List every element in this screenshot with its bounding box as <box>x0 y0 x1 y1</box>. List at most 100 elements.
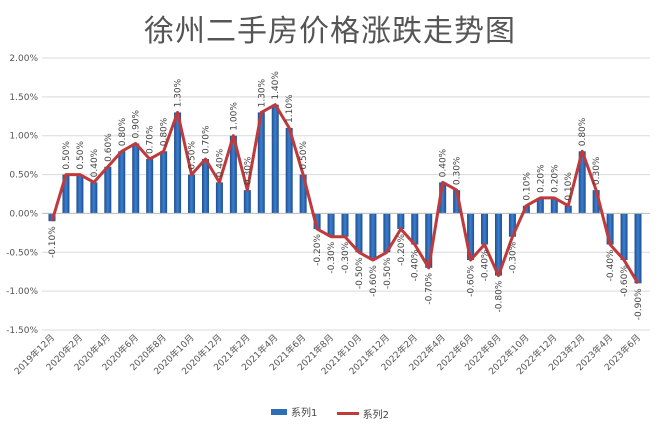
bar <box>425 213 433 268</box>
data-label: 1.30% <box>257 78 267 107</box>
data-label: 0.10% <box>564 172 574 201</box>
bar <box>508 213 516 237</box>
y-tick-label: -1.50% <box>6 326 38 336</box>
bar <box>522 205 530 214</box>
data-label: 0.80% <box>160 117 170 146</box>
bar <box>257 112 265 214</box>
bar <box>494 213 502 276</box>
bar <box>578 151 586 214</box>
data-label: 0.40% <box>215 148 225 177</box>
y-tick-label: 1.00% <box>9 132 38 142</box>
data-label: 0.60% <box>104 133 114 162</box>
bar <box>439 182 447 214</box>
data-label: 0.40% <box>439 148 449 177</box>
data-label: 0.80% <box>578 117 588 146</box>
data-label: 0.30% <box>592 156 602 185</box>
legend-item-series2: 系列2 <box>336 406 389 421</box>
bar <box>201 159 209 214</box>
data-label: -0.30% <box>327 241 337 273</box>
bar <box>132 143 140 214</box>
bar <box>229 135 237 214</box>
data-label: 1.30% <box>174 78 184 107</box>
bar <box>606 213 614 245</box>
bar <box>550 197 558 214</box>
data-label: -0.20% <box>397 234 407 266</box>
data-label: -0.60% <box>369 265 379 297</box>
bar <box>481 213 489 245</box>
data-label: 0.50% <box>62 141 72 170</box>
data-label: -0.60% <box>620 265 630 297</box>
bar <box>383 213 391 253</box>
bar <box>104 166 112 214</box>
data-label: -0.30% <box>341 241 351 273</box>
data-label: -0.50% <box>383 257 393 289</box>
bar <box>592 190 600 214</box>
data-label: -0.50% <box>355 257 365 289</box>
data-label: 1.40% <box>271 71 281 100</box>
bar <box>341 213 349 237</box>
bar <box>411 213 419 245</box>
data-label: -0.40% <box>606 249 616 281</box>
bar <box>62 174 70 214</box>
data-label: 0.70% <box>146 125 156 154</box>
bar <box>564 205 572 214</box>
bar <box>271 104 279 214</box>
data-label: -0.30% <box>508 241 518 273</box>
bar <box>76 174 84 214</box>
bar <box>215 182 223 214</box>
data-label: -0.10% <box>48 226 58 258</box>
data-label: 0.10% <box>522 172 532 201</box>
bar <box>453 190 461 214</box>
legend-item-series1: 系列1 <box>271 404 317 419</box>
bar <box>160 151 168 214</box>
data-label: -0.70% <box>425 272 435 304</box>
data-label: -0.40% <box>481 249 491 281</box>
chart-title: 徐州二手房价格涨跌走势图 <box>144 14 516 49</box>
bar <box>397 213 405 229</box>
bar <box>146 159 154 214</box>
bar <box>174 112 182 214</box>
data-label: -0.80% <box>494 280 504 312</box>
data-label: 0.90% <box>132 109 142 138</box>
y-tick-label: 2.00% <box>9 54 38 64</box>
data-label: 0.40% <box>90 148 100 177</box>
bar <box>327 213 335 237</box>
data-label: 0.70% <box>201 125 211 154</box>
legend: 系列1 系列2 <box>0 404 660 421</box>
legend-label: 系列2 <box>362 409 389 421</box>
data-label: 0.50% <box>188 141 198 170</box>
data-label: -0.60% <box>467 265 477 297</box>
bar <box>118 151 126 214</box>
bar <box>243 190 251 214</box>
data-label: 1.00% <box>229 102 239 131</box>
data-label: -0.90% <box>634 288 644 320</box>
legend-swatch-bar <box>271 408 288 415</box>
legend-label: 系列1 <box>291 408 318 419</box>
bar <box>467 213 475 261</box>
data-label: 1.10% <box>285 94 295 123</box>
y-tick-label: 0.50% <box>9 171 38 181</box>
bar <box>188 174 196 214</box>
bar <box>299 174 307 214</box>
bar <box>285 127 293 214</box>
bar <box>369 213 377 261</box>
bar <box>620 213 628 261</box>
bar <box>355 213 363 253</box>
y-tick-label: -0.50% <box>6 248 38 258</box>
data-label: 0.20% <box>536 164 546 193</box>
y-tick-label: -1.00% <box>6 287 38 297</box>
legend-swatch-line <box>336 411 359 415</box>
data-label: 0.30% <box>453 156 463 185</box>
data-label: 0.20% <box>550 164 560 193</box>
series-line <box>50 103 640 285</box>
data-label: 0.50% <box>299 141 309 170</box>
data-label: 0.80% <box>118 117 128 146</box>
bar <box>634 213 642 284</box>
bar <box>313 213 321 229</box>
y-tick-label: 1.50% <box>9 93 38 103</box>
data-label: -0.40% <box>411 249 421 281</box>
data-label: 0.30% <box>243 156 253 185</box>
y-tick-label: 0.00% <box>9 209 38 219</box>
